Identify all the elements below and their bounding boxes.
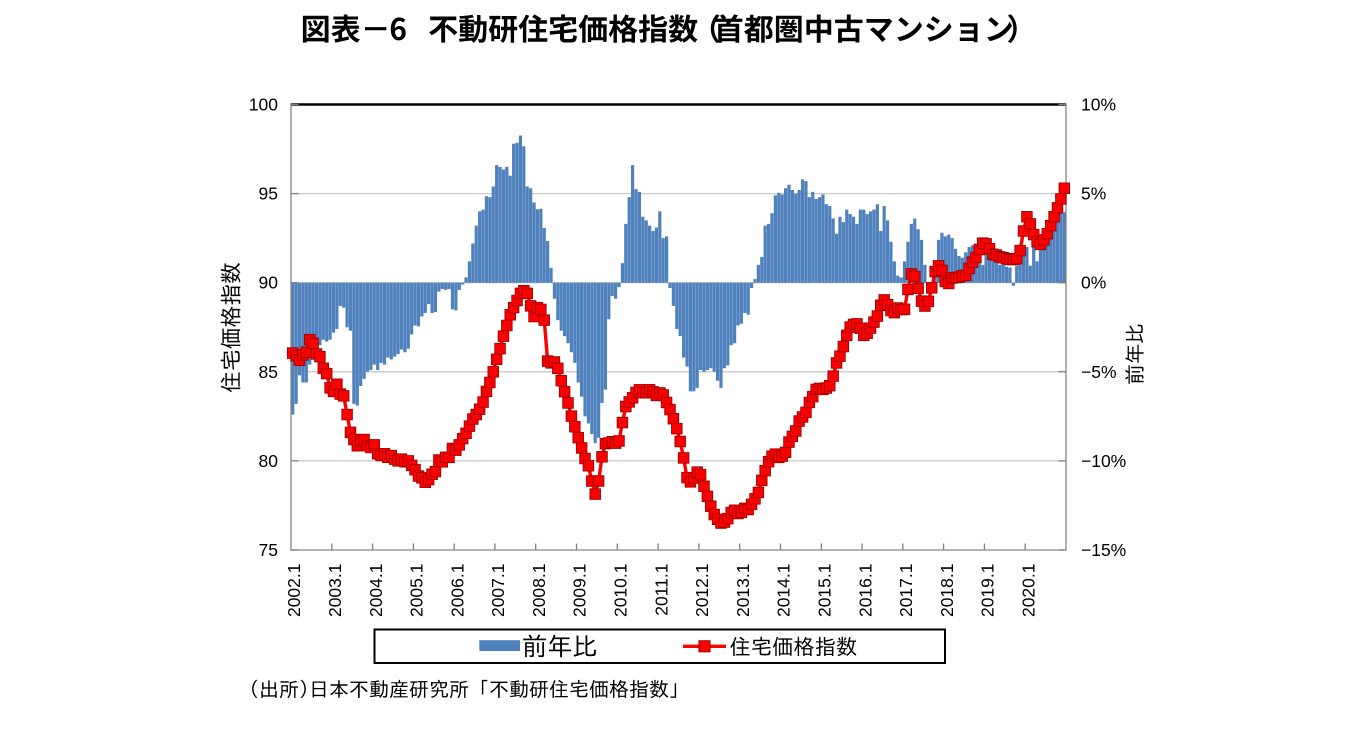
svg-text:2017.1: 2017.1 [896,564,916,618]
svg-text:2016.1: 2016.1 [855,564,875,618]
svg-text:2014.1: 2014.1 [774,564,794,618]
svg-text:2009.1: 2009.1 [570,564,590,618]
svg-text:95: 95 [259,184,278,204]
svg-text:2003.1: 2003.1 [325,564,345,618]
svg-text:2013.1: 2013.1 [733,564,753,618]
svg-text:10%: 10% [1081,95,1116,115]
svg-text:0%: 0% [1081,273,1106,293]
svg-text:2008.1: 2008.1 [529,564,549,618]
svg-text:2006.1: 2006.1 [447,564,467,618]
svg-text:2010.1: 2010.1 [611,564,631,618]
svg-text:−15%: −15% [1081,540,1126,560]
svg-text:2012.1: 2012.1 [692,564,712,618]
svg-text:5%: 5% [1081,184,1106,204]
svg-text:−10%: −10% [1081,451,1126,471]
svg-text:90: 90 [259,273,279,293]
svg-text:2005.1: 2005.1 [407,564,427,618]
svg-text:2002.1: 2002.1 [284,564,304,618]
svg-text:2004.1: 2004.1 [366,564,386,618]
svg-text:100: 100 [249,95,278,115]
svg-text:85: 85 [259,362,278,382]
svg-text:75: 75 [259,540,278,560]
svg-text:80: 80 [259,451,279,471]
svg-text:2007.1: 2007.1 [488,564,508,618]
svg-text:2019.1: 2019.1 [978,564,998,618]
svg-text:−5%: −5% [1081,362,1117,382]
svg-text:2020.1: 2020.1 [1018,564,1038,618]
svg-text:2018.1: 2018.1 [937,564,957,618]
svg-text:2015.1: 2015.1 [815,564,835,618]
svg-text:2011.1: 2011.1 [651,564,671,616]
